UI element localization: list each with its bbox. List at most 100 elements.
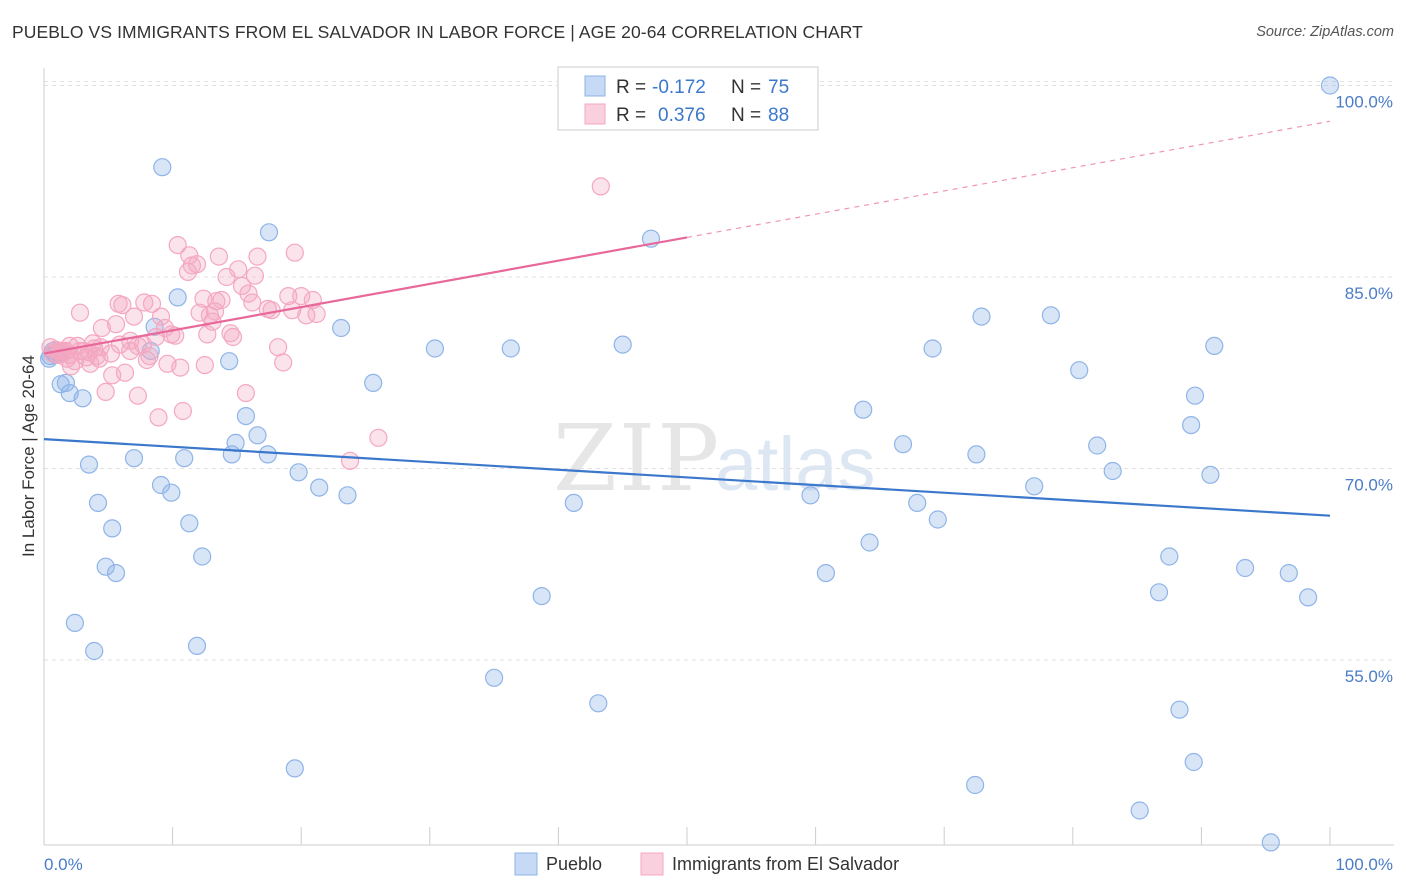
pueblo-point: [564, 493, 583, 512]
salvador-point: [90, 349, 109, 368]
salvador-point: [151, 307, 171, 326]
salvador-point: [591, 177, 610, 196]
pueblo-point: [338, 486, 357, 505]
x-tick-label-min: 0.0%: [44, 855, 83, 874]
axes: [43, 68, 1394, 846]
salvador-point: [128, 386, 147, 405]
salvador-point: [341, 451, 360, 470]
salvador-point: [236, 384, 255, 403]
pueblo-point: [151, 475, 171, 495]
y-tick-label: 100.0%: [1335, 93, 1393, 112]
legend-pueblo-label: Pueblo: [546, 854, 602, 874]
pueblo-point: [816, 563, 836, 583]
salvador-point: [307, 304, 326, 324]
salvador-trend-line: [43, 236, 688, 355]
grid-lines: [44, 81, 1394, 661]
pueblo-point: [65, 613, 85, 633]
pueblo-point: [1149, 583, 1169, 602]
pueblo-point: [124, 449, 144, 468]
bottom-legend: Pueblo Immigrants from El Salvador: [514, 852, 899, 876]
salvador-point: [87, 347, 106, 366]
pueblo-point: [1298, 588, 1318, 607]
pueblo-point: [425, 339, 444, 358]
pueblo-point: [1261, 833, 1280, 852]
pueblo-point: [1170, 700, 1189, 719]
salvador-point: [229, 260, 248, 279]
pueblo-point: [248, 426, 267, 445]
pueblo-point: [168, 288, 187, 307]
legend-salvador-swatch: [640, 852, 664, 876]
pueblo-legend-swatch: [584, 75, 606, 97]
salvador-point: [209, 247, 228, 266]
salvador-point: [285, 243, 304, 262]
salvador-point: [245, 266, 264, 285]
pueblo-point: [967, 445, 986, 464]
salvador-point: [243, 293, 262, 312]
pueblo-point: [801, 486, 820, 505]
source-credit: Source: ZipAtlas.com: [1256, 24, 1394, 40]
pueblo-point: [501, 339, 520, 358]
pueblo-point: [1201, 465, 1220, 484]
pueblo-point: [1130, 801, 1149, 820]
pueblo-point: [1103, 461, 1122, 481]
watermark: ZIP atlas: [553, 405, 876, 512]
salvador-point: [239, 284, 258, 303]
pueblo-point: [175, 449, 194, 468]
salvador-points: [41, 177, 610, 470]
pueblo-point: [1235, 558, 1255, 578]
pueblo-r-label: R =: [616, 77, 646, 98]
watermark-zip: ZIP: [553, 405, 721, 512]
stats-legend: R = -0.172 N = 75 R = 0.376 N = 88: [557, 66, 819, 131]
pueblo-point: [1279, 563, 1298, 583]
pueblo-point: [193, 547, 212, 566]
salvador-point: [279, 287, 298, 306]
pueblo-point: [180, 514, 199, 533]
salvador-point: [223, 327, 243, 347]
pueblo-point: [153, 158, 172, 177]
salvador-point: [262, 301, 281, 320]
salvador-point: [212, 290, 231, 310]
pueblo-point: [88, 493, 108, 512]
y-axis-title: In Labor Force | Age 20-64: [19, 355, 38, 557]
pueblo-n-value: 75: [768, 77, 789, 98]
salvador-point: [124, 307, 144, 326]
pueblo-point: [589, 694, 608, 713]
pueblo-point: [1181, 416, 1201, 435]
salvador-point: [149, 408, 168, 427]
y-tick-labels: 55.0% 70.0% 85.0% 100.0%: [1335, 93, 1393, 686]
pueblo-point: [532, 586, 551, 606]
salvador-point: [135, 293, 154, 312]
chart-title: PUEBLO VS IMMIGRANTS FROM EL SALVADOR IN…: [12, 22, 863, 42]
pueblo-point: [1160, 547, 1179, 566]
pueblo-point: [103, 519, 122, 538]
pueblo-point: [162, 483, 181, 502]
pueblo-point: [613, 335, 632, 354]
y-tick-label: 55.0%: [1345, 667, 1393, 686]
legend-salvador-label: Immigrants from El Salvador: [672, 854, 899, 874]
pueblo-point: [85, 641, 104, 661]
pueblo-point: [73, 389, 92, 408]
salvador-point: [190, 303, 209, 322]
pueblo-point: [310, 478, 329, 497]
salvador-point: [92, 318, 112, 338]
pueblo-point: [332, 318, 351, 338]
salvador-point: [142, 294, 162, 313]
pueblo-point: [187, 636, 207, 656]
pueblo-point: [285, 759, 304, 778]
pueblo-point: [965, 775, 985, 795]
pueblo-point: [289, 463, 308, 482]
pueblo-point: [1041, 306, 1061, 325]
pueblo-point: [972, 307, 991, 326]
salvador-point: [292, 287, 311, 306]
salvador-legend-swatch: [584, 103, 606, 125]
pueblo-n-label: N =: [731, 77, 761, 98]
salvador-point: [248, 247, 267, 266]
y-tick-label: 85.0%: [1345, 284, 1393, 303]
pueblo-point: [1185, 386, 1205, 405]
legend-pueblo-swatch: [514, 852, 538, 876]
pueblo-point: [1070, 361, 1089, 380]
pueblo-point: [364, 373, 383, 392]
salvador-point: [173, 401, 192, 421]
y-tick-label: 70.0%: [1345, 475, 1393, 494]
pueblo-point: [1320, 76, 1340, 95]
